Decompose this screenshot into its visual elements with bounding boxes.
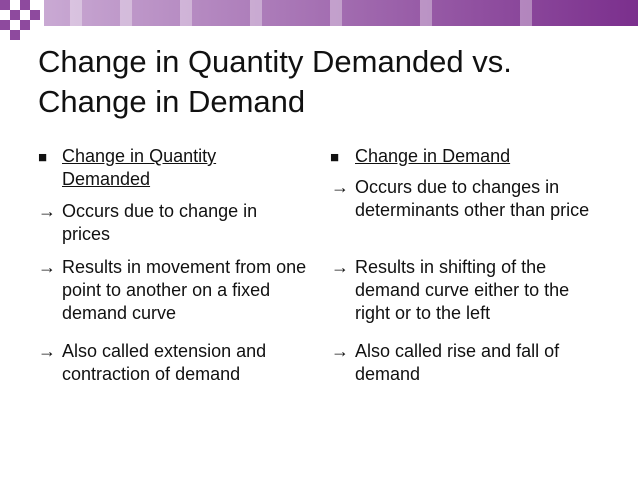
right-point: Occurs due to changes in determinants ot…: [355, 177, 590, 220]
left-heading: Change in Quantity Demanded: [62, 146, 217, 189]
bullet: ■: [38, 149, 48, 166]
arrow: →: [331, 341, 349, 361]
left-point: Results in movement from one point to an…: [62, 257, 307, 323]
left-point: Occurs due to change in prices: [62, 201, 258, 244]
right-heading: Change in Demand: [355, 146, 511, 166]
slide-title: Change in Quantity Demanded vs. Change i…: [38, 44, 512, 119]
bullet: ■: [330, 149, 340, 166]
arrow: →: [38, 257, 56, 277]
right-point: Results in shifting of the demand curve …: [355, 257, 570, 323]
header-decoration: [0, 0, 638, 40]
arrow: →: [331, 177, 349, 197]
arrow: →: [38, 201, 56, 221]
left-point: Also called extension and contraction of…: [62, 341, 267, 384]
arrow: →: [38, 341, 56, 361]
arrow: →: [331, 257, 349, 277]
right-point: Also called rise and fall of demand: [355, 341, 560, 384]
